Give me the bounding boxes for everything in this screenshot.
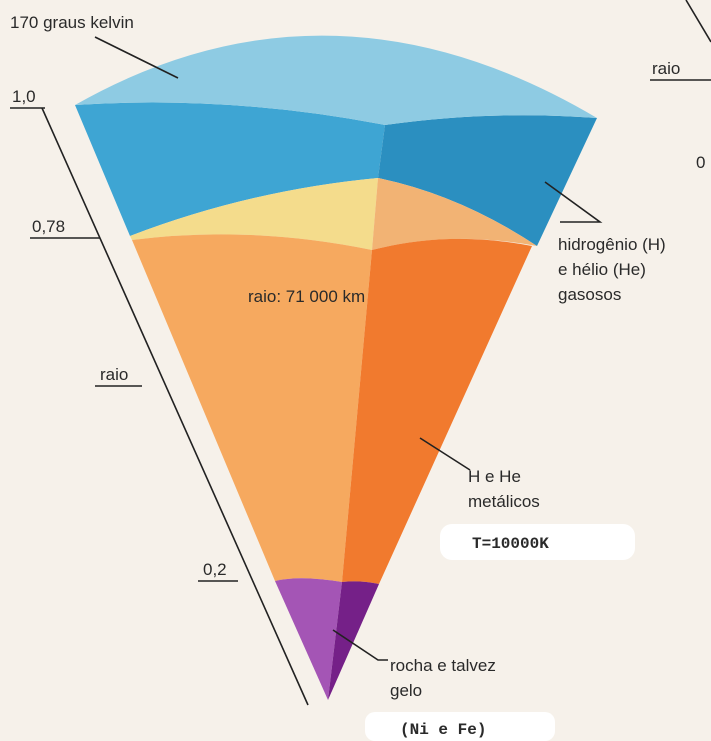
scale-label: 0 <box>696 153 705 172</box>
axis-label: raio <box>100 365 128 384</box>
label: rocha e talvez <box>390 656 496 675</box>
axis-label: raio <box>652 59 680 78</box>
label: H e He <box>468 467 521 486</box>
label: raio: 71 000 km <box>248 287 365 306</box>
jupiter-interior-diagram: 1,0 0,78 raio 0,2 170 graus kelvin raio:… <box>0 0 711 741</box>
label: (Ni e Fe) <box>400 721 486 739</box>
label: gasosos <box>558 285 621 304</box>
scale-label: 1,0 <box>12 87 36 106</box>
scale-label: 0,2 <box>203 560 227 579</box>
label: e hélio (He) <box>558 260 646 279</box>
scale-label: 0,78 <box>32 217 65 236</box>
label: gelo <box>390 681 422 700</box>
label: metálicos <box>468 492 540 511</box>
label: hidrogênio (H) <box>558 235 666 254</box>
label: 170 graus kelvin <box>10 13 134 32</box>
label: T=10000K <box>472 535 549 553</box>
